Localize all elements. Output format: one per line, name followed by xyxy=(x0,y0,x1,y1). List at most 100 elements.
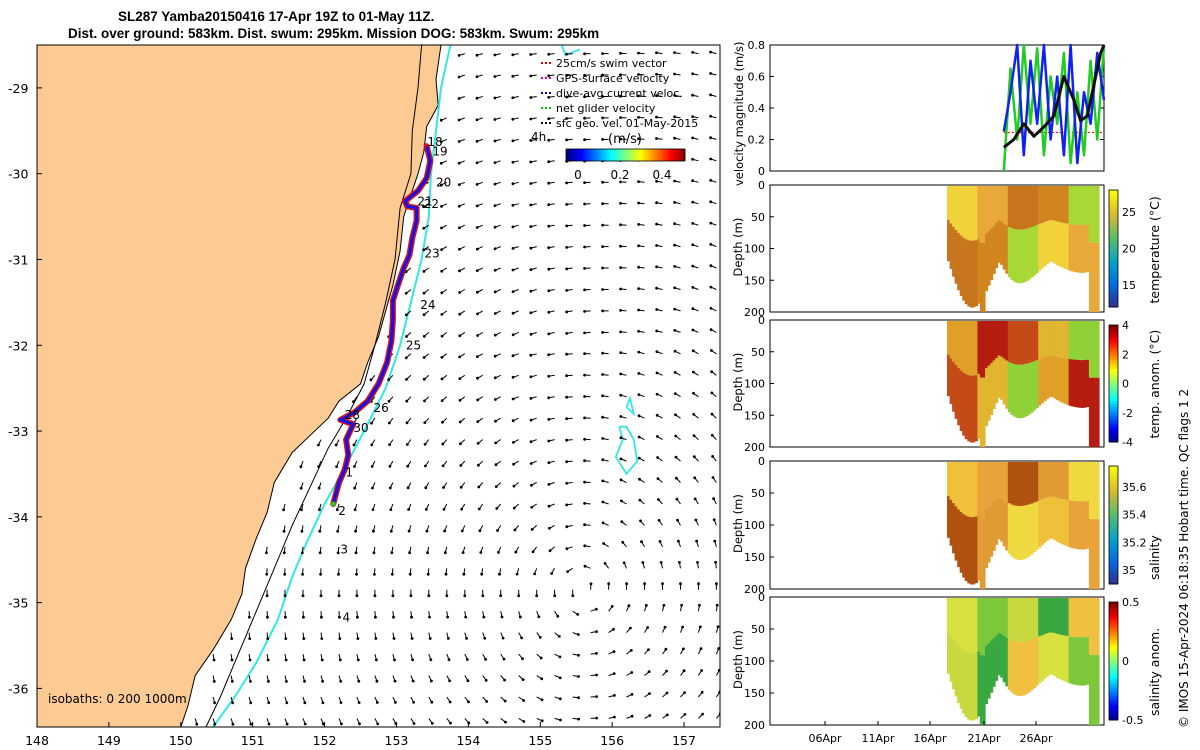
colorbar-cell xyxy=(1109,236,1118,241)
colorbar-cell xyxy=(600,149,602,161)
salinity-cell xyxy=(1028,462,1032,505)
salinity-cell xyxy=(1002,462,1006,500)
colorbar-cell xyxy=(1109,363,1118,367)
colorbar-cell xyxy=(1109,210,1118,214)
colorbar-cell xyxy=(655,149,657,161)
current-arrow-head xyxy=(512,462,515,466)
current-arrow-head xyxy=(716,625,720,629)
current-arrow-head xyxy=(521,657,524,661)
current-arrow-head xyxy=(583,502,586,505)
colorbar-cell xyxy=(645,149,647,161)
current-arrow-head xyxy=(374,615,377,619)
colorbar-cell xyxy=(1109,640,1118,644)
current-arrow-head xyxy=(230,637,234,640)
colorbar-cell xyxy=(671,149,673,161)
temperature-anomaly-cell xyxy=(972,321,976,376)
temperature-anomaly-cell xyxy=(997,355,1001,398)
salinity-cell xyxy=(985,509,989,568)
current-arrow-head xyxy=(335,465,338,468)
temperature-anomaly-cell xyxy=(1000,356,1004,400)
current-arrow-head xyxy=(408,572,412,576)
temperature-anomaly-cell xyxy=(1088,377,1092,447)
temperature-anomaly-ylabel: Depth (m) xyxy=(731,353,745,412)
map-x-tick-label: 152 xyxy=(313,733,337,748)
salinity-anomaly-cell xyxy=(992,637,996,687)
current-arrow-head xyxy=(302,658,306,662)
salinity-cell xyxy=(1030,503,1034,555)
current-arrow-head xyxy=(463,594,467,598)
current-arrow-head xyxy=(691,51,694,54)
current-arrow-head xyxy=(683,713,687,716)
current-arrow-head xyxy=(457,97,461,100)
salinity-cell xyxy=(1023,505,1027,560)
temperature-cell xyxy=(1000,186,1004,222)
current-arrow-head xyxy=(655,222,658,226)
current-arrow-head xyxy=(266,615,269,619)
current-arrow-head xyxy=(338,615,341,619)
salinity-cell xyxy=(1025,505,1029,558)
colorbar-cell xyxy=(1109,295,1118,299)
colorbar-cell xyxy=(674,149,676,161)
current-arrow-head xyxy=(493,75,497,78)
current-arrow-head xyxy=(476,398,480,402)
colorbar-cell xyxy=(1109,427,1118,431)
salinity-cell xyxy=(987,507,991,563)
salinity-anomaly-cell xyxy=(1071,636,1075,685)
current-arrow-head xyxy=(285,701,289,705)
salinity-colorbar-label: salinity xyxy=(1147,535,1162,580)
temperature-anomaly-cell xyxy=(949,358,953,405)
colorbar-cell xyxy=(654,149,656,161)
current-arrow-head xyxy=(683,691,686,694)
current-arrow-head xyxy=(637,287,640,290)
salinity-anomaly-cell xyxy=(995,598,999,636)
current-arrow-head xyxy=(513,528,517,532)
colorbar-cell xyxy=(1109,652,1118,656)
temperature-anomaly-cell xyxy=(1043,321,1047,358)
colorbar-cell xyxy=(1109,708,1118,712)
current-arrow-head xyxy=(565,481,569,485)
temperature-anomaly-cell xyxy=(962,372,966,436)
current-arrow-head xyxy=(406,464,410,468)
current-arrow-head xyxy=(448,700,452,704)
current-arrow-head xyxy=(511,96,515,100)
salinity-anomaly-cell xyxy=(1017,642,1021,696)
temperature-cell xyxy=(957,232,961,291)
current-arrow-head xyxy=(370,421,373,425)
current-arrow-head xyxy=(547,95,551,99)
current-arrow-head xyxy=(619,330,622,334)
current-arrow-head xyxy=(429,658,433,662)
colorbar-cell xyxy=(624,149,626,161)
current-arrow-head xyxy=(583,202,586,206)
current-arrow-head xyxy=(248,637,252,640)
salinity-anomaly-cell xyxy=(1012,641,1016,695)
current-arrow-head xyxy=(439,118,443,122)
salinity-anomaly-cell xyxy=(1005,598,1009,638)
temperature-cell xyxy=(1083,225,1087,273)
velocity-y-tick-label: 0.4 xyxy=(748,102,766,115)
temperature-anomaly-colorbar-tick-label: -2 xyxy=(1122,407,1133,420)
current-arrow-head xyxy=(709,93,712,97)
colorbar-frame xyxy=(1108,601,1119,721)
colorbar-cell xyxy=(1109,610,1118,615)
current-arrow-head xyxy=(520,636,523,640)
legend-entry: dive-avg current veloc. xyxy=(556,87,683,100)
day-label: 25 xyxy=(406,339,421,353)
current-arrow-head xyxy=(565,438,568,442)
temperature-anomaly-cell xyxy=(1020,321,1024,365)
temperature-anomaly-cell xyxy=(1030,362,1034,413)
current-arrow-head xyxy=(656,435,659,438)
temperature-anomaly-cell xyxy=(1030,321,1034,363)
salinity-anomaly-y-tick-label: 200 xyxy=(744,719,765,732)
current-arrow-head xyxy=(547,224,551,228)
current-arrow-head xyxy=(710,349,713,352)
current-arrow-head xyxy=(529,53,533,56)
current-arrow-head xyxy=(630,693,634,696)
temperature-anomaly-cell xyxy=(987,321,991,366)
temperature-anomaly-cell xyxy=(1093,377,1097,447)
current-arrow-head xyxy=(664,647,668,651)
temperature-anomaly-cell xyxy=(1007,362,1011,413)
current-arrow-head xyxy=(375,679,379,683)
temperature-cell xyxy=(1053,220,1057,264)
